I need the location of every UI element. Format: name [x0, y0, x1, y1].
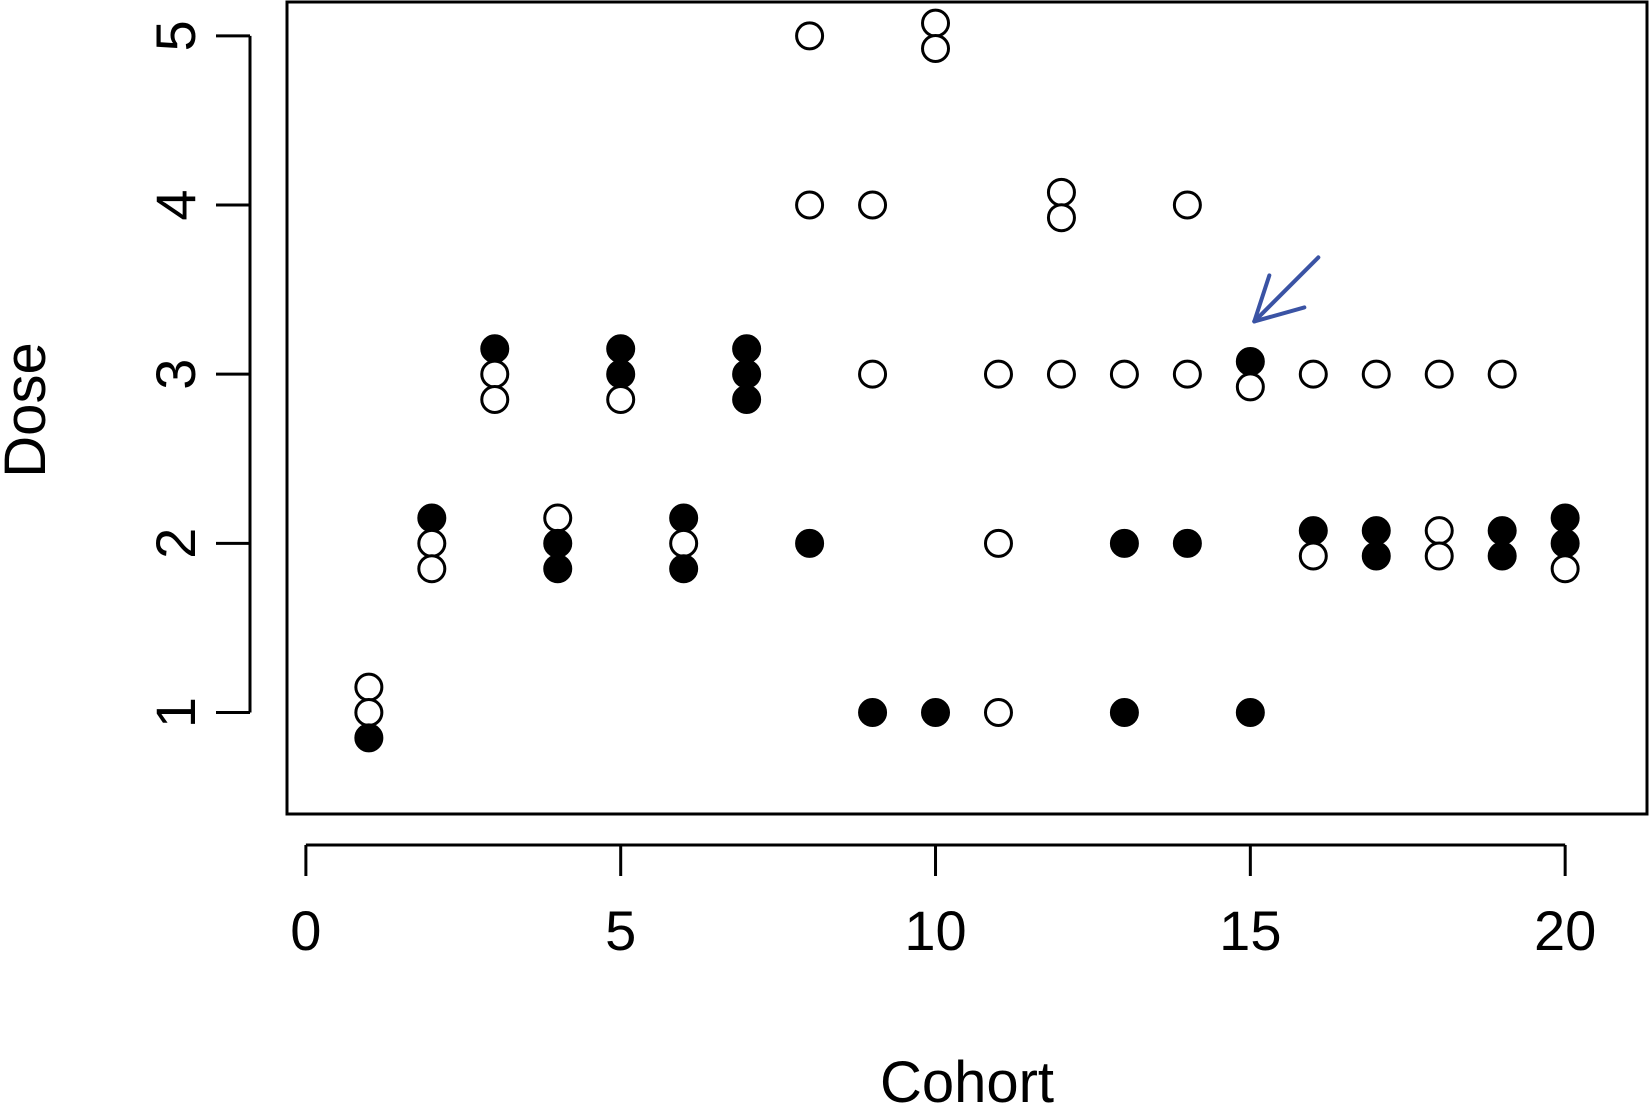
filled-point	[1298, 516, 1328, 546]
x-tick-label: 10	[904, 899, 966, 962]
x-axis-label: Cohort	[880, 1050, 1054, 1103]
open-point	[417, 554, 447, 584]
open-point	[1109, 359, 1139, 389]
filled-point	[1235, 698, 1265, 727]
open-point	[480, 359, 510, 389]
filled-point	[732, 359, 762, 389]
open-point	[1550, 554, 1580, 584]
filled-point	[1109, 528, 1139, 558]
filled-point	[921, 698, 951, 727]
filled-point	[1550, 503, 1580, 533]
open-point	[858, 359, 888, 389]
open-point	[1361, 359, 1391, 389]
open-point	[417, 528, 447, 558]
y-axis-ticks: 1 2 3 4 5	[144, 20, 250, 728]
open-point	[1487, 359, 1517, 389]
filled-point	[480, 334, 510, 364]
open-point	[921, 34, 951, 64]
filled-point	[1235, 346, 1265, 376]
filled-point	[732, 385, 762, 415]
y-tick-label: 3	[144, 359, 207, 390]
filled-point	[1361, 541, 1391, 571]
open-point	[1046, 359, 1076, 389]
open-point	[354, 698, 384, 727]
filled-point	[1487, 541, 1517, 571]
filled-point	[543, 528, 573, 558]
open-point	[1235, 372, 1265, 402]
open-point	[1424, 541, 1454, 571]
open-point	[1298, 359, 1328, 389]
x-tick-label: 5	[605, 899, 636, 962]
filled-point	[732, 334, 762, 364]
x-tick-label: 0	[290, 899, 321, 962]
filled-point	[354, 723, 384, 753]
annotations	[1252, 255, 1321, 324]
open-point	[1424, 359, 1454, 389]
open-point	[983, 359, 1013, 389]
open-point	[921, 8, 951, 38]
filled-point	[543, 554, 573, 584]
open-point	[795, 21, 825, 51]
open-point	[543, 503, 573, 533]
open-point	[1046, 177, 1076, 207]
open-point	[1172, 190, 1202, 220]
open-point	[480, 385, 510, 415]
open-point	[983, 698, 1013, 727]
annotation-arrow	[1252, 255, 1321, 324]
filled-point	[669, 554, 699, 584]
open-point	[606, 385, 636, 415]
y-tick-label: 5	[144, 20, 207, 51]
filled-point	[1487, 516, 1517, 546]
y-tick-label: 4	[144, 189, 207, 220]
data-points	[354, 8, 1580, 753]
y-tick-label: 1	[144, 697, 207, 728]
filled-point	[1550, 528, 1580, 558]
filled-point	[606, 359, 636, 389]
open-point	[1298, 541, 1328, 571]
filled-point	[858, 698, 888, 727]
x-tick-label: 15	[1219, 899, 1281, 962]
filled-point	[1109, 698, 1139, 727]
open-point	[795, 190, 825, 220]
open-point	[669, 528, 699, 558]
filled-point	[1361, 516, 1391, 546]
open-point	[1172, 359, 1202, 389]
open-point	[1046, 203, 1076, 233]
x-tick-label: 20	[1534, 899, 1596, 962]
open-point	[354, 672, 384, 702]
filled-point	[669, 503, 699, 533]
y-axis-label: Dose	[0, 342, 58, 477]
open-point	[983, 528, 1013, 558]
filled-point	[606, 334, 636, 364]
filled-point	[1172, 528, 1202, 558]
open-point	[858, 190, 888, 220]
filled-point	[417, 503, 447, 533]
x-axis-ticks: 0 5 10 15 20	[290, 845, 1596, 962]
filled-point	[795, 528, 825, 558]
plot-frame	[285, 0, 1649, 816]
open-point	[1424, 516, 1454, 546]
y-tick-label: 2	[144, 528, 207, 559]
